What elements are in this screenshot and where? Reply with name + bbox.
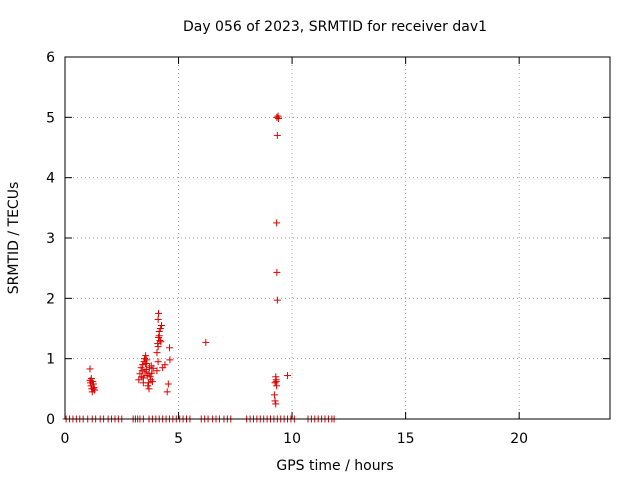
y-tick-label: 3 [46,231,55,247]
data-point [153,349,161,357]
y-tick-label: 4 [46,171,55,187]
data-point [166,356,174,364]
data-point [155,332,163,340]
data-point [156,325,164,332]
x-tick-label: 5 [174,431,183,447]
data-point [273,296,281,304]
data-point [273,131,281,139]
data-point [143,356,151,364]
data-point [270,391,278,399]
data-point [155,334,163,342]
data-point [156,337,164,345]
x-tick-label: 15 [397,431,415,447]
data-point [145,370,153,378]
y-tick-label: 6 [46,50,55,66]
data-point [161,361,169,369]
data-point [272,378,280,386]
data-point [271,397,279,405]
data-point [154,343,162,351]
data-point [202,338,210,346]
data-points [62,112,338,423]
data-point [273,219,281,227]
y-axis-label: SRMTID / TECUs [6,182,22,295]
data-point [139,379,147,387]
data-point [147,376,155,384]
plot-frame [64,56,611,420]
data-point [273,113,281,121]
data-point [139,361,147,369]
data-point [142,352,150,360]
data-point [148,378,156,386]
y-tick-label: 1 [46,352,55,368]
x-axis-label: GPS time / hours [276,458,393,474]
data-point [89,385,97,393]
data-point [145,364,153,372]
data-point [165,344,173,352]
y-tick-label: 0 [46,412,55,428]
data-point [164,380,172,388]
data-point [274,115,282,123]
grid [65,57,610,419]
data-point [86,376,94,384]
y-tick-label: 2 [46,291,55,307]
x-tick-label: 20 [510,431,528,447]
data-point [142,366,150,374]
data-point [273,268,281,276]
data-point [91,386,99,394]
data-point [138,373,146,381]
data-point [158,321,166,329]
x-tick-label: 10 [283,431,301,447]
data-point [87,375,95,383]
data-point [149,364,157,372]
data-point [142,359,150,367]
data-point [163,388,171,396]
data-point [157,338,165,346]
chart-title: Day 056 of 2023, SRMTID for receiver dav… [183,19,487,35]
data-point [154,315,162,323]
data-point [146,373,154,381]
data-point [143,372,151,380]
data-point [144,382,152,390]
data-point [86,365,94,373]
data-point [137,364,145,372]
data-point [145,385,153,393]
tick-labels: 0 5 10 15 20 0 1 2 3 4 5 6 [46,50,528,447]
data-point [153,367,161,375]
data-point [154,358,162,366]
data-point [135,376,143,384]
x-tick-label: 0 [61,431,70,447]
data-point [272,400,280,408]
y-tick-label: 5 [46,110,55,126]
data-point [155,309,163,317]
data-point [271,379,279,387]
data-point [284,372,292,380]
